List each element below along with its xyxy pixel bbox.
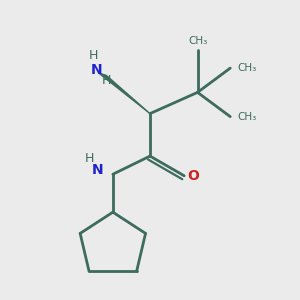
Text: H: H [89, 50, 98, 62]
Text: O: O [187, 169, 199, 183]
Text: CH₃: CH₃ [188, 36, 207, 46]
Text: H: H [102, 74, 112, 87]
Text: N: N [91, 163, 103, 177]
Text: H: H [84, 152, 94, 165]
Text: CH₃: CH₃ [237, 112, 256, 122]
Text: CH₃: CH₃ [237, 63, 256, 73]
Text: N: N [91, 63, 102, 76]
Polygon shape [99, 73, 150, 114]
